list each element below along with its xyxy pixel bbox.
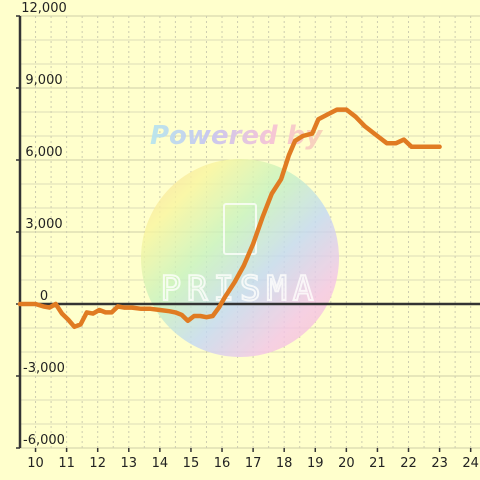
y-tick-label: 12,000 xyxy=(21,1,67,16)
x-tick-label: 16 xyxy=(214,456,231,471)
x-tick-label: 23 xyxy=(431,456,448,471)
y-tick-label: 0 xyxy=(40,289,48,304)
x-tick-label: 21 xyxy=(369,456,386,471)
tick-labels: -6,000 -3,000 0 3,000 6,000 9,000 12,000 10 11 12… xyxy=(21,1,479,471)
x-tick-label: 20 xyxy=(338,456,355,471)
x-tick-label: 17 xyxy=(245,456,262,471)
y-tick-label: 9,000 xyxy=(25,73,62,88)
watermark-text: Powered by xyxy=(150,121,323,151)
x-tick-label: 15 xyxy=(183,456,200,471)
series-line xyxy=(17,107,442,330)
axes xyxy=(16,15,480,452)
x-tick-label: 18 xyxy=(276,456,293,471)
x-tick-label: 12 xyxy=(89,456,106,471)
x-tick-label: 24 xyxy=(462,456,479,471)
x-tick-label: 22 xyxy=(400,456,417,471)
series-layer xyxy=(17,107,442,330)
y-tick-label: 6,000 xyxy=(25,145,62,160)
y-tick-label: -3,000 xyxy=(23,361,65,376)
x-tick-label: 11 xyxy=(58,456,75,471)
x-tick-label: 14 xyxy=(152,456,169,471)
x-tick-label: 13 xyxy=(121,456,138,471)
x-tick-label: 19 xyxy=(307,456,324,471)
y-tick-label: -6,000 xyxy=(23,433,65,448)
x-tick-label: 10 xyxy=(27,456,44,471)
y-tick-label: 3,000 xyxy=(25,217,62,232)
